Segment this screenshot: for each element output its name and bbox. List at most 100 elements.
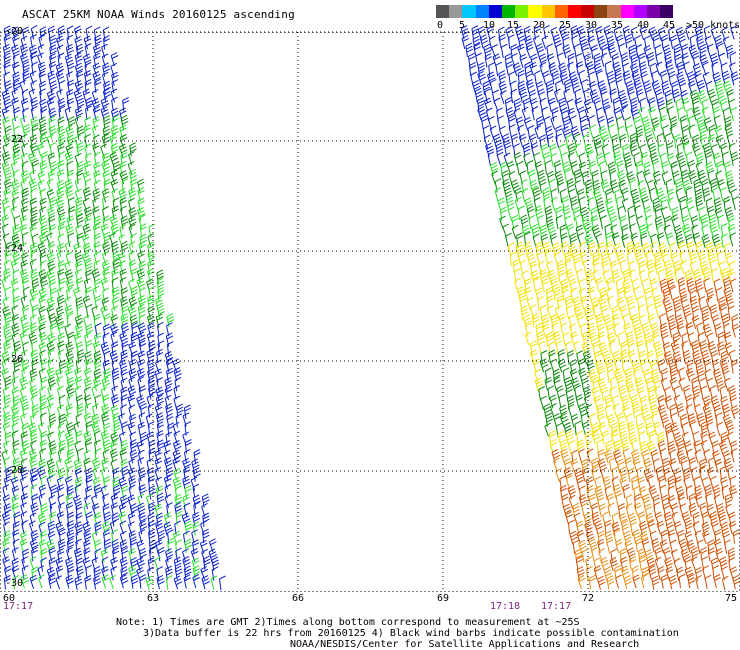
wind-barb [713,493,721,509]
wind-barb [83,124,91,139]
wind-barb [84,178,92,193]
wind-barb [30,413,37,428]
wind-barb [129,314,138,329]
wind-barb [704,484,713,499]
wind-barb [119,260,127,275]
wind-barb [544,205,553,220]
wind-barb [102,259,111,275]
wind-barb [120,494,129,510]
wind-barb [112,258,121,274]
wind-barb [120,566,128,581]
wind-barb [92,188,101,203]
wind-barb [519,53,527,68]
wind-barb [120,403,128,419]
wind-barb [699,339,708,355]
wind-barb [673,432,682,447]
wind-barb [11,233,20,248]
wind-barb [93,26,101,41]
wind-barb [629,556,637,571]
wind-barb [21,321,30,337]
wind-barb [665,566,674,581]
wind-barb [165,467,174,482]
wind-barb [74,80,84,95]
wind-barb [531,223,540,239]
wind-barb [183,466,191,481]
wind-barb [585,530,595,545]
wind-barb [691,224,698,239]
wind-barb [558,97,567,112]
wind-barb [706,287,715,303]
wind-barb [692,52,700,67]
wind-barb [12,169,20,185]
wind-barb [40,530,48,545]
wind-barb [708,213,717,229]
wind-barb [672,170,680,185]
wind-barb [627,467,635,482]
wind-barb [40,475,48,490]
wind-barb [29,322,38,337]
wind-barb [111,268,119,283]
wind-barb [201,575,210,590]
wind-barb [55,557,64,572]
wind-barb [3,503,12,518]
wind-barb [192,511,201,527]
wind-barb [65,493,74,508]
wind-barb [528,169,536,184]
wind-barb [645,512,654,527]
wind-barb [31,61,39,76]
wind-barb [698,295,706,311]
wind-barb [19,466,29,481]
wind-barb [93,358,102,373]
wind-barb [84,438,93,454]
wind-barb [66,71,73,86]
wind-barb [578,403,587,418]
wind-barb [20,259,28,275]
wind-barb [546,132,554,148]
wind-barb [613,440,622,455]
wind-barb [542,151,551,167]
wind-barb [643,80,652,95]
wind-barb [715,286,723,302]
wind-barb [57,294,65,310]
wind-barb [669,124,677,139]
wind-barb [616,412,625,427]
wind-barb [66,97,75,113]
wind-barb [172,457,181,472]
wind-barb [137,449,145,464]
wind-barb [603,25,613,40]
wind-barb [609,457,616,472]
wind-barb [623,152,632,167]
wind-barb [570,331,578,346]
wind-barb [561,493,569,508]
wind-barb [55,575,63,590]
wind-barb [681,215,690,230]
wind-barb [567,52,575,68]
wind-barb [728,557,736,572]
wind-barb [556,385,564,400]
wind-barb [37,61,47,76]
wind-barb [13,215,21,230]
wind-barb [621,197,629,213]
wind-barb [91,422,101,437]
wind-barb [38,305,46,320]
wind-barb [94,539,102,554]
wind-barb [147,241,155,256]
wind-barb [30,250,38,265]
wind-barb [38,269,48,284]
wind-barb [688,250,698,265]
wind-barb [562,367,570,382]
wind-barb [191,458,200,473]
wind-barb [75,268,82,284]
wind-barb [727,214,735,230]
wind-barb [528,214,536,230]
wind-barb [669,323,677,338]
wind-barb [109,232,116,247]
wind-barb [546,305,554,320]
wind-barb [76,160,84,176]
wind-barb [575,52,583,68]
wind-barb [612,96,620,112]
wind-barb [673,43,681,58]
wind-barb [606,539,614,554]
wind-barb [675,314,684,329]
wind-barb [10,206,18,221]
